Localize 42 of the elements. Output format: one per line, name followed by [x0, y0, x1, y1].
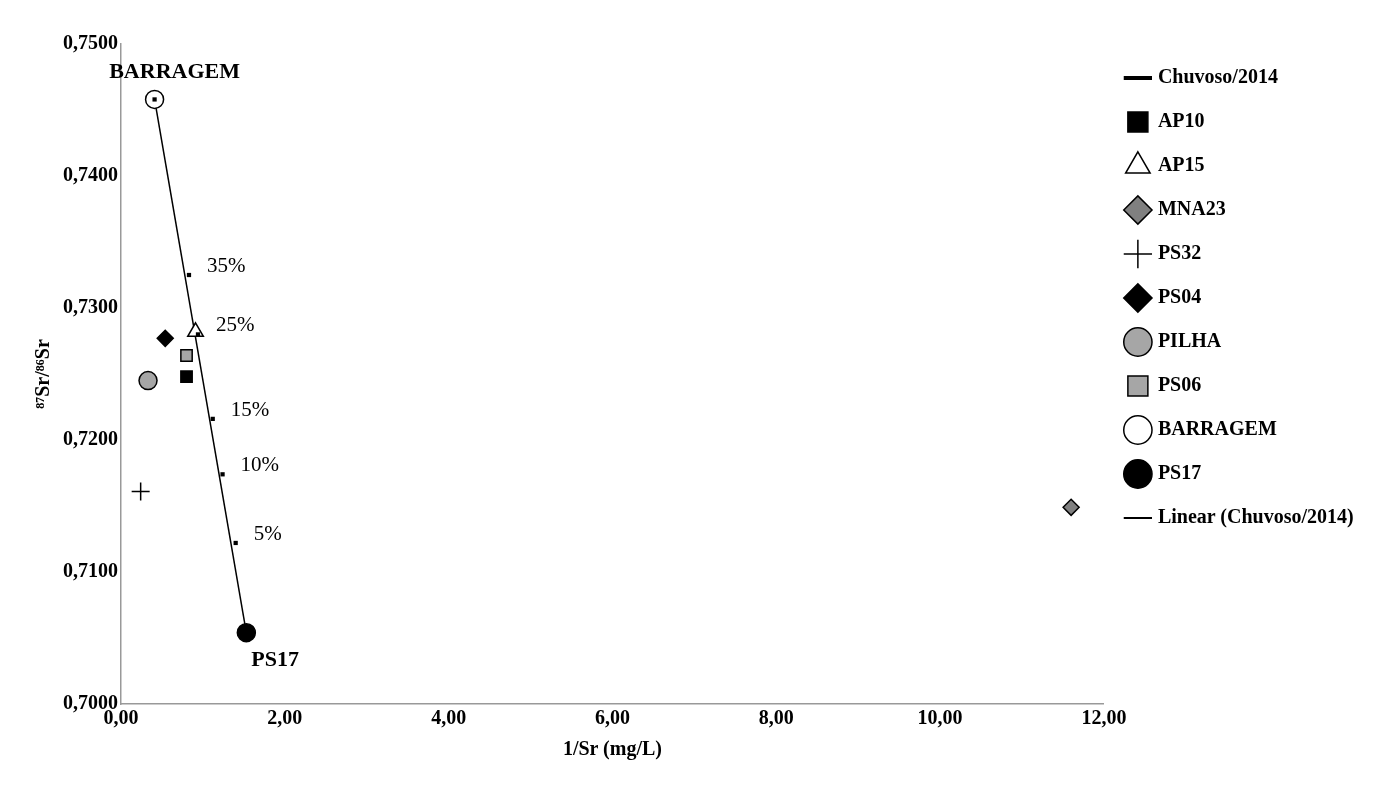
- x-tick-label: 12,00: [1081, 706, 1127, 729]
- annotation: 10%: [240, 452, 280, 477]
- annotation: 15%: [230, 396, 270, 421]
- annotation: PS17: [251, 646, 299, 672]
- legend-label: Chuvoso/2014: [1157, 65, 1278, 88]
- annotation: BARRAGEM: [109, 58, 241, 84]
- y-tick-label: 0,7100: [63, 559, 118, 582]
- legend-label: PS32: [1157, 241, 1202, 264]
- legend-label: AP15: [1157, 153, 1205, 176]
- annotation: 35%: [206, 253, 246, 278]
- point: [180, 349, 193, 362]
- point: [152, 97, 157, 102]
- y-tick-label: 0,7400: [63, 163, 118, 186]
- y-tick-label: 0,7500: [63, 31, 118, 54]
- legend-label: PS04: [1157, 285, 1202, 308]
- x-tick-label: 6,00: [594, 706, 630, 729]
- legend-label: AP10: [1157, 109, 1205, 132]
- y-axis-title: ⁸⁷Sr/⁸⁶Sr: [31, 339, 54, 409]
- point: [130, 481, 151, 502]
- point: [195, 332, 201, 337]
- point: [138, 370, 158, 391]
- point: [156, 329, 174, 348]
- point: [144, 89, 165, 110]
- point: [180, 370, 193, 384]
- legend-label: PS06: [1157, 373, 1202, 396]
- x-tick-label: 8,00: [758, 706, 794, 729]
- legend-label: PS17: [1157, 461, 1202, 484]
- annotation: 5%: [253, 520, 282, 545]
- x-tick-label: 2,00: [267, 706, 303, 729]
- legend-label: MNA23: [1157, 197, 1226, 220]
- point: [236, 622, 257, 643]
- legend-label: Linear (Chuvoso/2014): [1157, 505, 1354, 529]
- point: [220, 472, 225, 477]
- legend-label: PILHA: [1157, 329, 1222, 352]
- point: [1062, 498, 1080, 517]
- x-axis-title: 1/Sr (mg/L): [562, 737, 662, 761]
- legend-label: BARRAGEM: [1157, 417, 1277, 440]
- y-tick-label: 0,7300: [63, 295, 118, 318]
- annotation: 25%: [215, 312, 255, 337]
- x-tick-label: 4,00: [431, 706, 467, 729]
- y-tick-label: 0,7200: [63, 427, 118, 450]
- x-tick-label: 10,00: [917, 706, 963, 729]
